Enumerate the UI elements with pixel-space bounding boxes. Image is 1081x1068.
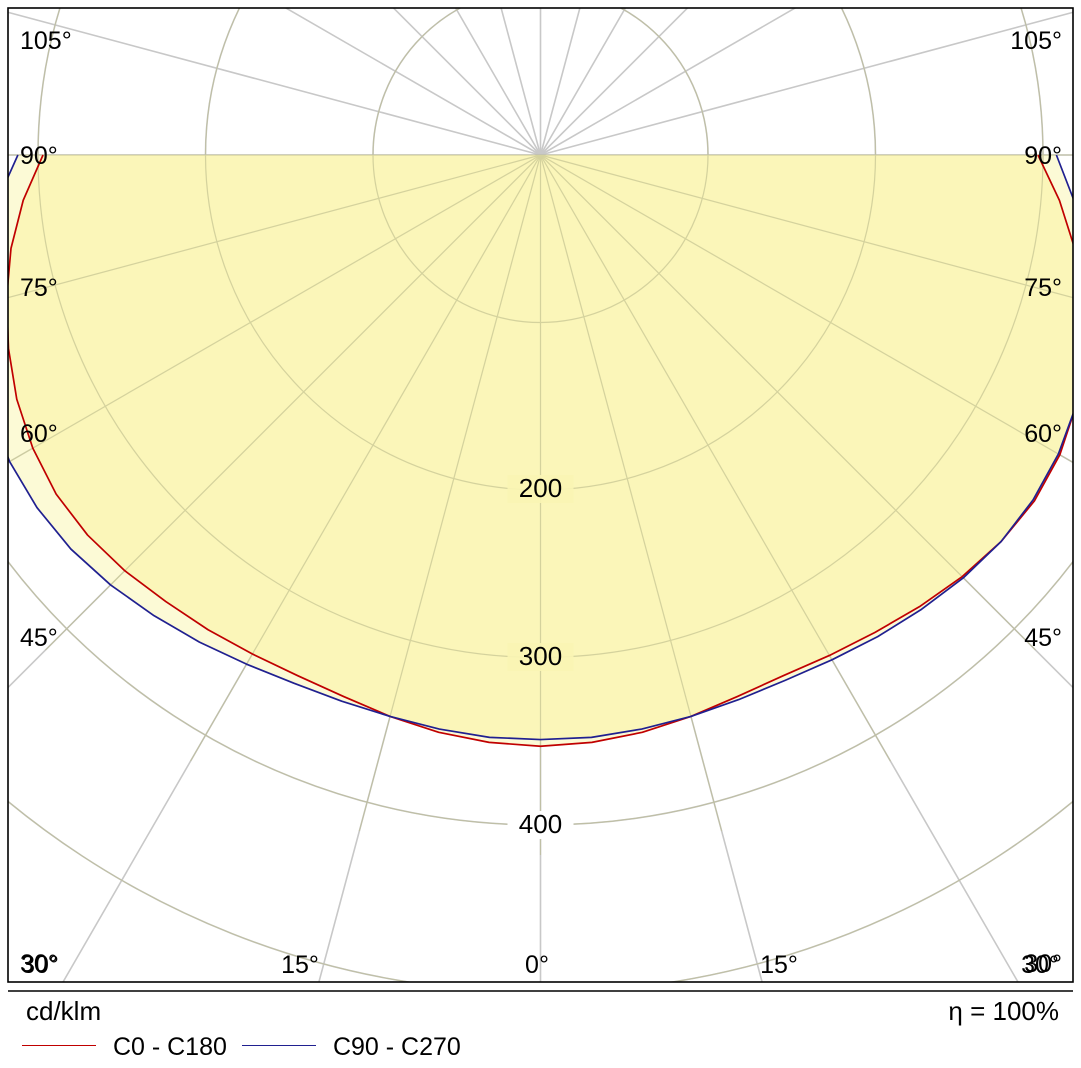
angle-tick-bottom-0: 30° — [21, 951, 59, 979]
angle-tick-right-2: 75° — [1024, 274, 1062, 302]
angle-tick-left-3: 60° — [20, 420, 58, 448]
angle-tick-left-5: 30° — [20, 950, 58, 978]
legend-separator — [8, 990, 1073, 992]
legend-swatch-c0-line — [22, 1044, 96, 1046]
legend-bar: cd/klm η = 100% C0 - C180 C90 - C270 — [0, 990, 1081, 1068]
plot-area: 105° 90° 75° 60° 45° 30° 105° 90° 75° 60° 45° 30° 30… — [7, 7, 1074, 983]
legend-efficiency-label: η = 100% — [948, 996, 1059, 1026]
legend-entry-c90[interactable]: C90 - C270 — [242, 1032, 461, 1062]
legend-label-c90: C90 - C270 — [332, 1032, 461, 1061]
legend-unit-label: cd/klm — [26, 996, 102, 1026]
angle-tick-left-2: 75° — [20, 274, 58, 302]
angle-tick-right-1: 90° — [1024, 142, 1062, 170]
angle-tick-right-5: 30° — [1024, 950, 1062, 978]
legend-swatch-c90-line — [242, 1044, 316, 1046]
angle-tick-left-1: 90° — [20, 142, 58, 170]
polar-plot-svg: 105° 90° 75° 60° 45° 30° 105° 90° 75° 60° 45° 30° 30… — [7, 7, 1074, 983]
angle-tick-bottom-3: 15° — [760, 951, 798, 979]
radial-tick-300: 300 — [519, 641, 562, 671]
angle-tick-bottom-1: 15° — [281, 951, 319, 979]
legend-label-c0: C0 - C180 — [112, 1032, 227, 1061]
legend-entry-c0[interactable]: C0 - C180 — [22, 1032, 227, 1062]
radial-tick-400: 400 — [519, 809, 562, 839]
angle-tick-right-0: 105° — [1010, 27, 1062, 55]
angle-tick-bottom-4: 30° — [1021, 951, 1059, 979]
angle-tick-bottom-2: 0° — [525, 951, 549, 979]
angle-tick-left-0: 105° — [20, 27, 72, 55]
radial-tick-200: 200 — [519, 473, 562, 503]
angle-tick-left-4: 45° — [20, 624, 58, 652]
angle-tick-right-4: 45° — [1024, 624, 1062, 652]
angle-tick-right-3: 60° — [1024, 420, 1062, 448]
